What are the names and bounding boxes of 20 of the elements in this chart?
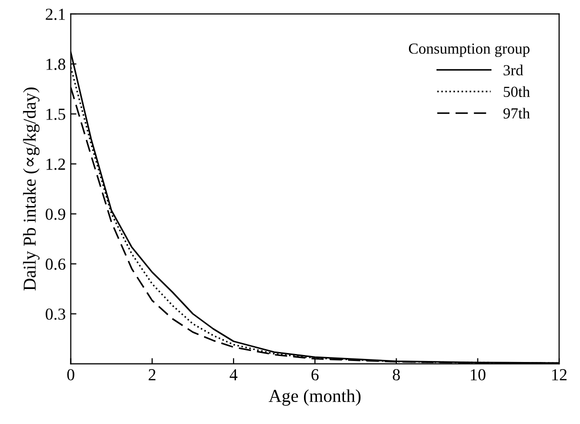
x-axis-title: Age (month) <box>268 389 361 406</box>
y-tick-label: 0.9 <box>46 208 66 220</box>
y-axis-title: Daily Pb intake (∝g/kg/day) <box>23 88 40 291</box>
x-tick-label: 12 <box>552 369 567 380</box>
legend-label: 97th <box>503 108 530 119</box>
y-tick-label: 1.2 <box>46 158 65 170</box>
x-tick-label: 2 <box>148 369 156 380</box>
legend-label: 50th <box>504 86 530 97</box>
x-tick-label: 8 <box>392 369 400 380</box>
y-tick-label: 1.5 <box>46 108 66 120</box>
x-tick-label: 0 <box>67 369 74 380</box>
y-tick-label: 2.1 <box>46 8 65 20</box>
y-tick-label: 1.8 <box>46 58 66 70</box>
legend-label: 3rd <box>504 64 524 76</box>
y-tick-label: 0.6 <box>46 258 66 270</box>
x-tick-label: 10 <box>470 369 486 380</box>
x-tick-label: 6 <box>311 369 319 380</box>
legend-title: Consumption group <box>408 44 530 57</box>
y-tick-label: 0.3 <box>46 308 66 320</box>
x-tick-label: 4 <box>230 369 238 380</box>
